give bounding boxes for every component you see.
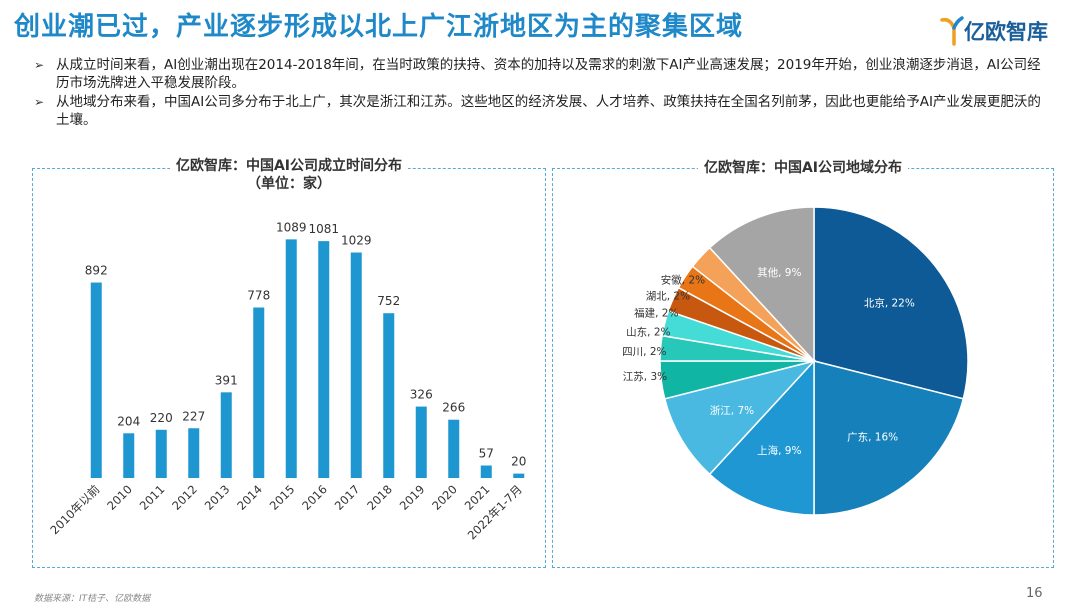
bar	[480, 465, 492, 478]
x-tick-label: 2012	[169, 482, 200, 513]
bar-value-label: 752	[377, 294, 400, 308]
data-source: 数据来源：IT桔子、亿欧数据	[34, 594, 151, 604]
pie-slice-label: 湖北, 2%	[645, 290, 689, 302]
page-number: 16	[1026, 586, 1043, 601]
pie-chart-panel: 亿欧智库：中国AI公司地域分布 北京, 22% 广东, 16% 上海, 9% 浙江, …	[552, 160, 1054, 568]
bar-value-label: 391	[214, 373, 237, 387]
bar-chart: 892 2010年以前 204 2010 220 2011 227 2012 391 2013 77…	[47, 220, 526, 542]
bar	[447, 419, 459, 478]
bar-chart-panel: 亿欧智库：中国AI公司成立时间分布 （单位：家） 892 2010年以前 204 20…	[32, 158, 546, 568]
bar-value-label: 57	[478, 446, 493, 460]
pie-slice-label: 其他, 9%	[757, 266, 801, 279]
pie-slice-label: 福建, 2%	[634, 306, 678, 319]
bar-value-label: 20	[511, 454, 526, 468]
bullet-arrow-icon: ➢	[34, 95, 45, 109]
bar-value-label: 204	[117, 414, 140, 428]
pie-slice	[812, 359, 964, 516]
x-tick-label: 2016	[299, 482, 330, 513]
bar-value-label: 220	[149, 410, 172, 424]
pie-slice-label: 北京, 22%	[863, 296, 914, 309]
pie-slice-label: 上海, 9%	[757, 443, 801, 456]
page-title: 创业潮已过，产业逐步形成以北上广江浙地区为主的聚集区域	[14, 12, 744, 42]
x-tick-label: 2020	[429, 482, 460, 513]
bar	[122, 432, 134, 478]
bar	[317, 240, 329, 478]
logo-icon	[940, 16, 964, 46]
x-tick-label: 2018	[364, 482, 395, 513]
bar-value-label: 1089	[275, 220, 306, 234]
bar-value-label: 266	[442, 400, 465, 414]
pie-slice-label: 山东, 2%	[626, 325, 670, 338]
x-tick-label: 2010年以前	[47, 482, 102, 537]
pie-slice-label: 安徽, 2%	[660, 273, 704, 286]
x-tick-label: 2011	[136, 482, 167, 513]
pie-slice-label: 浙江, 7%	[709, 404, 753, 416]
bullet-item: ➢ 从成立时间来看，AI创业潮出现在2014-2018年间，在当时政策的扶持、资…	[34, 56, 1044, 92]
x-tick-label: 2019	[396, 482, 427, 513]
bullet-arrow-icon: ➢	[34, 58, 45, 72]
bar	[415, 406, 427, 478]
bar	[285, 238, 297, 478]
logo-text: 亿欧智库	[964, 20, 1048, 44]
bullet-text: 从地域分布来看，中国AI公司多分布于北上广，其次是浙江和江苏。这些地区的经济发展…	[56, 94, 1041, 128]
bar-value-label: 1029	[340, 233, 371, 247]
pie-slice	[708, 358, 815, 516]
bar	[220, 391, 232, 478]
pie-chart: 北京, 22% 广东, 16% 上海, 9% 浙江, 7% 江苏, 3% 四川, 2% 山东…	[622, 205, 969, 516]
bullet-item: ➢ 从地域分布来看，中国AI公司多分布于北上广，其次是浙江和江苏。这些地区的经济…	[34, 93, 1044, 129]
x-tick-label: 2014	[234, 482, 265, 513]
pie-slice	[663, 359, 816, 475]
bar-value-label: 778	[247, 288, 270, 302]
bar	[252, 307, 264, 478]
bar-value-label: 892	[84, 263, 107, 277]
x-tick-label: 2017	[331, 482, 362, 513]
x-tick-label: 2013	[201, 482, 232, 513]
bar-chart-title: 亿欧智库：中国AI公司成立时间分布	[33, 157, 545, 176]
pie-chart-title: 亿欧智库：中国AI公司地域分布	[553, 159, 1053, 178]
x-tick-label: 2010	[104, 482, 135, 513]
bullet-text: 从成立时间来看，AI创业潮出现在2014-2018年间，在当时政策的扶持、资本的…	[56, 57, 1041, 91]
x-tick-label: 2015	[266, 482, 297, 513]
bar	[155, 429, 167, 478]
bar-value-label: 1081	[308, 222, 339, 236]
bar	[187, 427, 199, 478]
bar	[382, 312, 394, 478]
bar	[350, 252, 362, 478]
pie-slice	[812, 205, 969, 400]
bar-value-label: 326	[409, 387, 432, 401]
pie-slice-label: 广东, 16%	[847, 430, 898, 443]
bar-chart-subtitle: （单位：家）	[247, 176, 331, 192]
bar	[512, 473, 524, 478]
summary-bullets: ➢ 从成立时间来看，AI创业潮出现在2014-2018年间，在当时政策的扶持、资…	[34, 56, 1044, 130]
pie-slice	[708, 205, 815, 363]
bar-value-label: 227	[182, 409, 205, 423]
pie-slice-label: 四川, 2%	[622, 346, 666, 358]
bar	[90, 282, 102, 478]
pie-slice-label: 江苏, 3%	[622, 369, 666, 382]
